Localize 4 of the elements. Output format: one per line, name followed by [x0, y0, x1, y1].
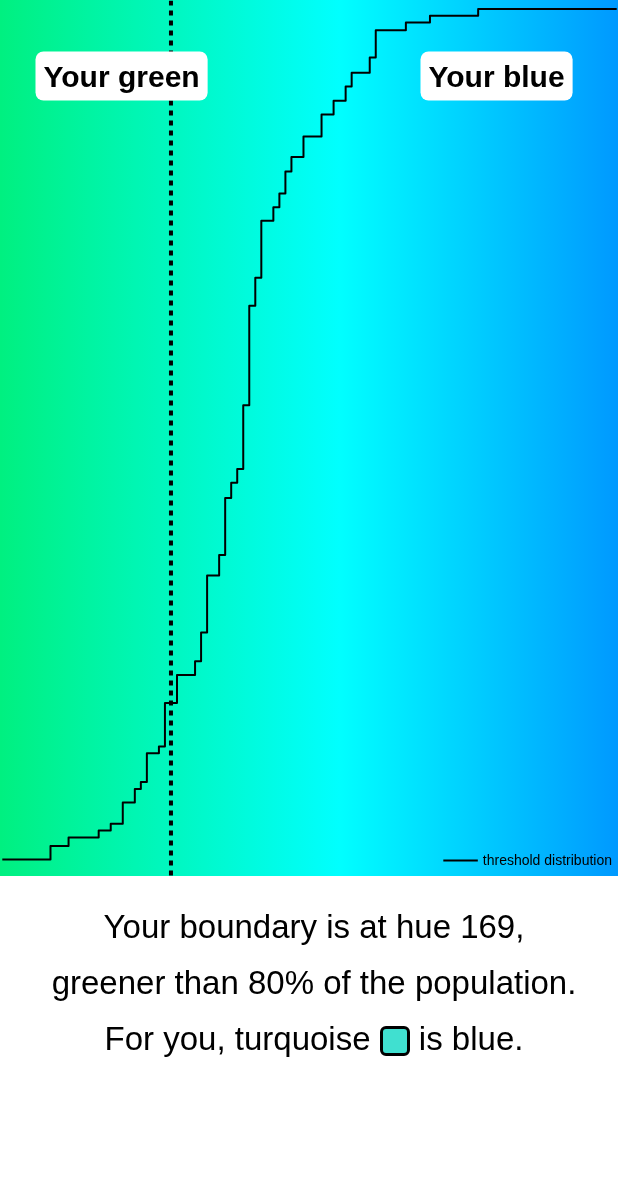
annotation: Your blue [428, 59, 565, 93]
legend-label: threshold distribution [482, 852, 612, 868]
text: is blue. [418, 1020, 524, 1058]
annotation: Your green [43, 59, 200, 93]
